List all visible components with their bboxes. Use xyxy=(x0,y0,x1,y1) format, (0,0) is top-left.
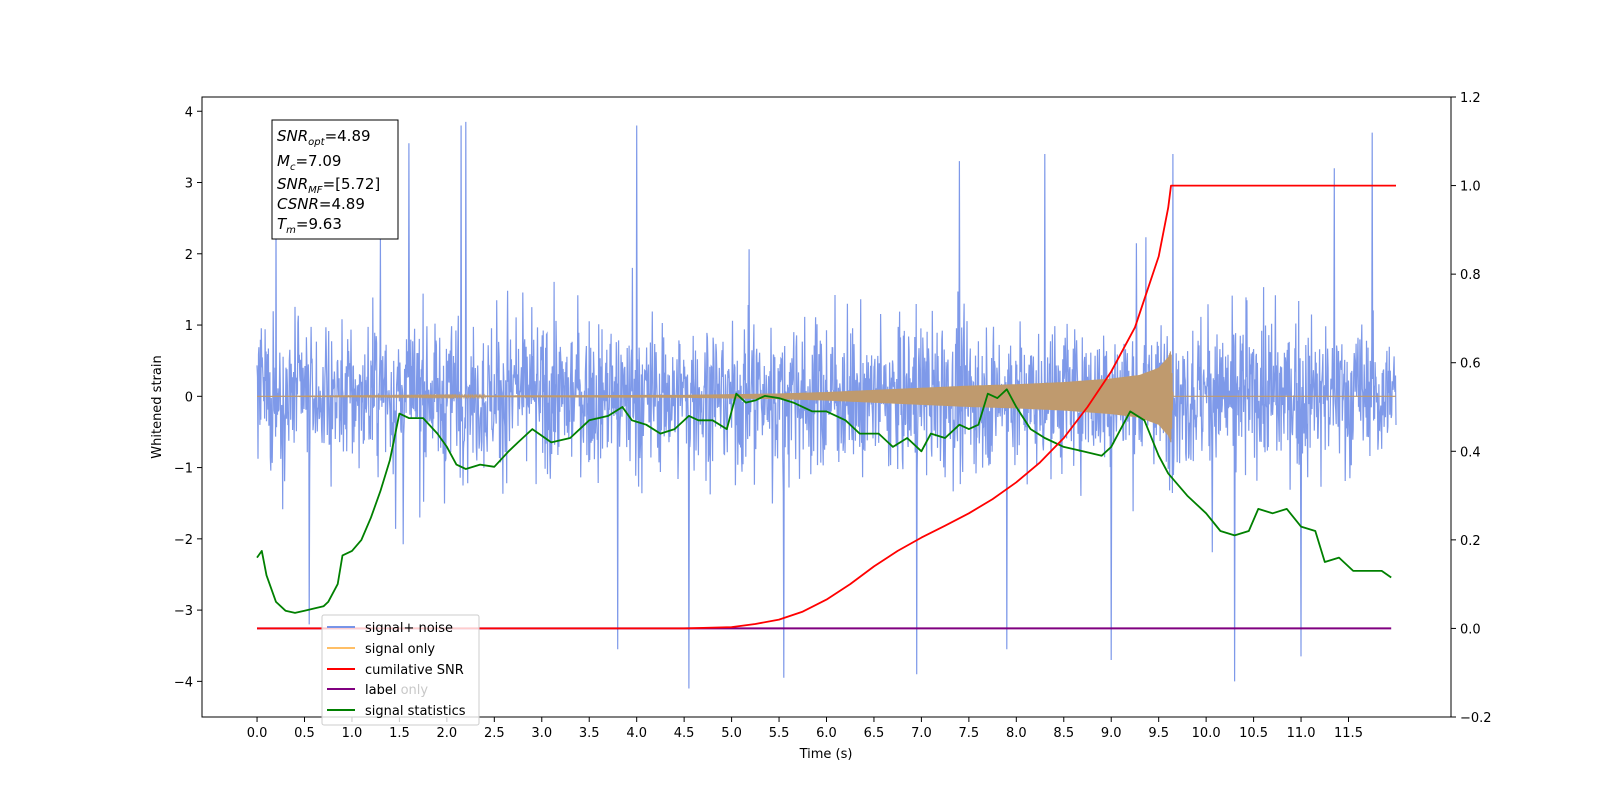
annotation-box: SNRopt=4.89 Mc=7.09 SNRMF=[5.72] CSNR=4.… xyxy=(271,119,399,240)
legend: label only signal+ noise signal only cum… xyxy=(321,614,480,726)
x-tick-label: 9.5 xyxy=(1148,726,1169,741)
x-tick-label: 10.0 xyxy=(1192,726,1221,741)
x-tick-label: 7.0 xyxy=(911,726,932,741)
x-tick-label: 9.0 xyxy=(1101,726,1122,741)
y-left-tick-label: −3 xyxy=(174,604,193,619)
legend-label-cumulative-snr: cumilative SNR xyxy=(365,663,464,678)
x-tick-label: 0.0 xyxy=(247,726,268,741)
y-left-tick-label: −2 xyxy=(174,533,193,548)
y-right-tick-label: −0.2 xyxy=(1460,711,1492,726)
x-tick-label: 5.0 xyxy=(721,726,742,741)
y-right-tick-label: 0.0 xyxy=(1460,622,1481,637)
x-tick-label: 0.5 xyxy=(294,726,315,741)
x-tick-label: 6.0 xyxy=(816,726,837,741)
x-tick-label: 1.5 xyxy=(389,726,410,741)
annotation-snr-opt: SNRopt=4.89 xyxy=(277,127,371,148)
y-right-tick-label: 0.2 xyxy=(1460,534,1481,549)
x-axis-label: Time (s) xyxy=(799,747,853,762)
series-signal-statistics xyxy=(256,388,1392,614)
x-tick-label: 4.5 xyxy=(674,726,695,741)
y-left-tick-label: 3 xyxy=(185,177,193,192)
ticks-layer: 0.0 0.5 1.0 1.5 2.0 2.5 3.0 3.5 4.0 4.5 5.0 5.5 6.0 6… xyxy=(174,91,1492,741)
y-left-tick-label: 0 xyxy=(185,390,193,405)
x-tick-label: 1.0 xyxy=(342,726,363,741)
y-left-tick-label: 1 xyxy=(185,319,193,334)
annotation-snr-mf: SNRMF=[5.72] xyxy=(277,175,380,196)
legend-label-signal-noise: signal+ noise xyxy=(365,621,453,636)
x-tick-label: 11.5 xyxy=(1334,726,1363,741)
annotation-csnr: CSNR=4.89 xyxy=(277,195,365,213)
x-tick-label: 11.0 xyxy=(1287,726,1316,741)
x-tick-label: 8.0 xyxy=(1006,726,1027,741)
y-right-tick-label: 0.8 xyxy=(1460,268,1481,283)
legend-hidden-label: label only xyxy=(365,683,428,698)
y-right-tick-label: 1.2 xyxy=(1460,91,1481,106)
legend-label-signal-only: signal only xyxy=(365,642,435,657)
y-right-tick-label: 1.0 xyxy=(1460,180,1481,195)
annotation-tm: Tm=9.63 xyxy=(277,215,342,236)
y-left-tick-label: 4 xyxy=(185,105,193,120)
legend-frame xyxy=(321,614,480,726)
x-tick-label: 10.5 xyxy=(1239,726,1268,741)
x-tick-label: 8.5 xyxy=(1053,726,1074,741)
x-tick-label: 2.0 xyxy=(437,726,458,741)
x-tick-label: 2.5 xyxy=(484,726,505,741)
legend-label-signal-statistics: signal statistics xyxy=(365,704,466,719)
y-right-tick-label: 0.6 xyxy=(1460,357,1481,372)
series-signal-only xyxy=(257,351,1396,443)
x-tick-label: 7.5 xyxy=(959,726,980,741)
x-tick-label: 3.0 xyxy=(531,726,552,741)
y-right-tick-label: 0.4 xyxy=(1460,445,1481,460)
series-signal-noise xyxy=(256,121,1397,689)
x-tick-label: 3.5 xyxy=(579,726,600,741)
y-left-tick-label: 2 xyxy=(185,248,193,263)
x-tick-label: 5.5 xyxy=(769,726,790,741)
x-tick-label: 4.0 xyxy=(626,726,647,741)
y-left-tick-label: −1 xyxy=(174,462,193,477)
y-left-tick-label: −4 xyxy=(174,675,193,690)
legend-label-label: label xyxy=(365,683,396,698)
series-cumulative-snr xyxy=(257,184,1396,630)
annotation-mc: Mc=7.09 xyxy=(277,152,341,173)
x-tick-label: 6.5 xyxy=(864,726,885,741)
annotation-frame xyxy=(271,119,399,240)
plot-layer xyxy=(256,121,1397,689)
y-axis-label-left: Whitened strain xyxy=(150,355,165,458)
